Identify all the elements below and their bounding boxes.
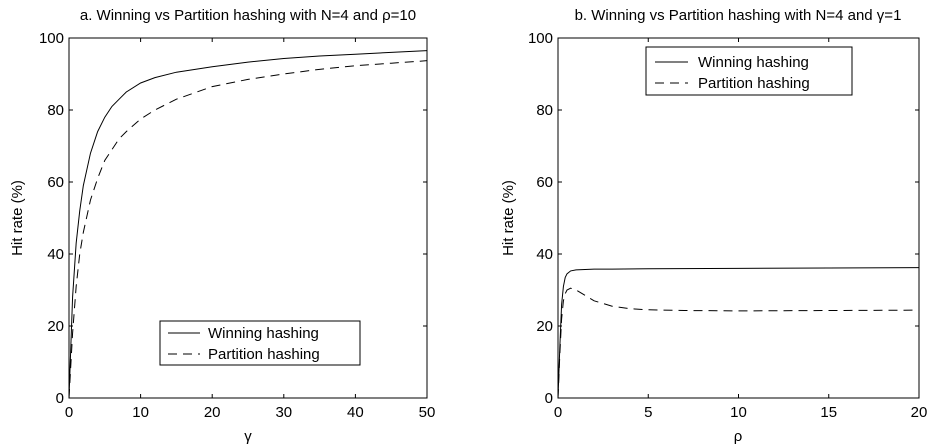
chart-b-y-axis-label: Hit rate (%) [500,180,517,256]
chart-b-y-tick-label: 60 [536,174,553,191]
chart-a-x-axis-label: γ [244,428,252,444]
chart-a-legend: Winning hashing Partition hashing [159,320,361,366]
chart-b-y-tick-label: 100 [528,30,553,47]
chart-b-y-tick-label: 0 [545,390,553,407]
chart-a-legend-label-partition: Partition hashing [208,346,320,363]
chart-a-x-tick-label: 20 [204,404,221,421]
chart-a-x-tick-label: 50 [419,404,436,421]
chart-a-y-tick-label: 60 [47,174,64,191]
chart-a-x-tick-label: 0 [65,404,73,421]
chart-a-legend-box [159,320,361,366]
chart-a-y-axis-label: Hit rate (%) [9,180,26,256]
chart-a-series-partition-hashing [68,60,428,399]
chart-a-x-tick-label: 10 [132,404,149,421]
chart-a-ticks: 0 10 20 30 40 50 0 20 40 60 80 100 [39,30,435,421]
chart-a-y-tick-label: 0 [56,390,64,407]
chart-b-x-tick-label: 5 [644,404,652,421]
chart-a-y-tick-label: 100 [39,30,64,47]
chart-b-legend-label-partition: Partition hashing [698,75,810,92]
chart-b: b. Winning vs Partition hashing with N=4… [500,7,927,444]
chart-b-legend: Winning hashing Partition hashing [645,46,853,96]
chart-b-ticks: 0 5 10 15 20 0 20 40 60 80 100 [528,30,927,421]
chart-a-y-tick-label: 20 [47,318,64,335]
chart-a-series-winning-hashing [68,50,428,399]
chart-a-title: a. Winning vs Partition hashing with N=4… [80,7,416,24]
chart-b-x-tick-label: 20 [911,404,928,421]
chart-b-series [557,267,920,399]
chart-a-series [68,50,428,399]
chart-b-x-tick-label: 0 [554,404,562,421]
chart-a-plot-frame [68,37,428,399]
chart-b-y-tick-label: 20 [536,318,553,335]
chart-b-legend-label-winning: Winning hashing [698,54,809,71]
chart-a-y-tick-label: 80 [47,102,64,119]
chart-a-x-tick-label: 40 [347,404,364,421]
chart-b-series-partition-hashing [557,287,920,399]
chart-b-series-winning-hashing [557,267,920,399]
chart-a: a. Winning vs Partition hashing with N=4… [9,7,435,444]
chart-b-x-tick-label: 15 [820,404,837,421]
chart-a-x-tick-label: 30 [275,404,292,421]
chart-b-x-tick-label: 10 [730,404,747,421]
chart-b-y-tick-label: 40 [536,246,553,263]
chart-b-x-axis-label: ρ [734,428,743,444]
chart-b-y-tick-label: 80 [536,102,553,119]
chart-a-y-tick-label: 40 [47,246,64,263]
chart-b-legend-box [645,46,853,96]
chart-b-title: b. Winning vs Partition hashing with N=4… [575,7,902,24]
chart-a-legend-label-winning: Winning hashing [208,325,319,342]
